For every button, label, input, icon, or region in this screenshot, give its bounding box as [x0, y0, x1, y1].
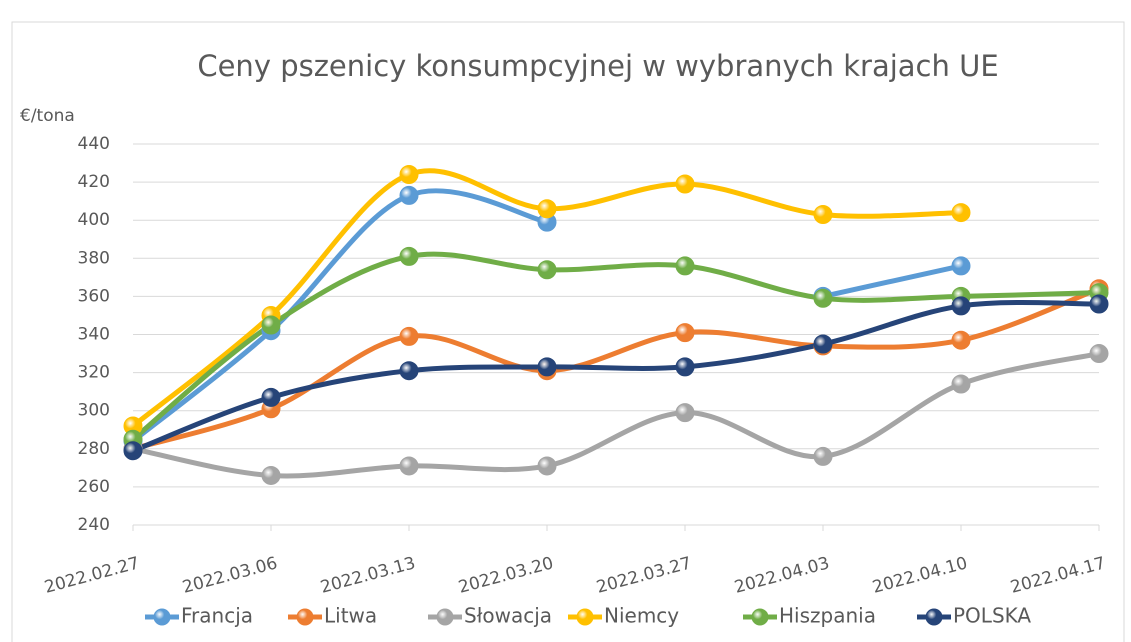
marker: [399, 326, 419, 346]
legend-label: Niemcy: [604, 604, 679, 628]
marker: [675, 357, 695, 377]
legend-label: POLSKA: [953, 604, 1031, 628]
marker: [537, 260, 557, 280]
marker: [951, 330, 971, 350]
marker: [537, 357, 557, 377]
marker: [951, 203, 971, 223]
legend-marker: [296, 608, 314, 626]
y-tick-label: 260: [78, 477, 110, 497]
legend-marker: [436, 608, 454, 626]
marker: [1089, 294, 1109, 314]
marker: [399, 456, 419, 476]
y-tick-label: 440: [78, 134, 110, 154]
legend-marker: [925, 608, 943, 626]
marker: [813, 334, 833, 354]
marker: [399, 185, 419, 205]
y-tick-label: 340: [78, 325, 110, 345]
legend-label: Hiszpania: [779, 604, 876, 628]
legend-marker: [576, 608, 594, 626]
marker: [399, 246, 419, 266]
y-axis-label: €/tona: [20, 106, 75, 126]
marker: [1089, 344, 1109, 364]
marker: [813, 446, 833, 466]
series-line: [130, 286, 1102, 452]
marker: [399, 361, 419, 381]
marker: [261, 465, 281, 485]
y-tick-label: 420: [78, 172, 110, 192]
y-tick-label: 380: [78, 248, 110, 268]
marker: [813, 288, 833, 308]
y-tick-label: 360: [78, 286, 110, 306]
legend-marker: [153, 608, 171, 626]
marker: [399, 164, 419, 184]
marker: [675, 403, 695, 423]
marker: [123, 441, 143, 461]
marker: [537, 199, 557, 219]
marker: [951, 256, 971, 276]
marker: [537, 456, 557, 476]
series-line: [130, 188, 964, 444]
chart-title: Ceny pszenicy konsumpcyjnej w wybranych …: [197, 49, 998, 83]
legend-label: Litwa: [324, 604, 377, 628]
marker: [951, 296, 971, 316]
y-tick-label: 280: [78, 439, 110, 459]
legend-label: Francja: [181, 604, 253, 628]
legend-marker: [751, 608, 769, 626]
marker: [951, 374, 971, 394]
chart-frame: [11, 21, 1125, 642]
marker: [261, 387, 281, 407]
marker: [675, 256, 695, 276]
legend-label: Słowacja: [464, 604, 552, 628]
marker: [261, 315, 281, 335]
y-tick-label: 400: [78, 210, 110, 230]
y-tick-label: 300: [78, 401, 110, 421]
series-line: [130, 351, 1102, 479]
y-tick-label: 320: [78, 363, 110, 383]
y-tick-label: 240: [78, 515, 110, 535]
marker: [813, 204, 833, 224]
marker: [675, 174, 695, 194]
marker: [675, 323, 695, 343]
